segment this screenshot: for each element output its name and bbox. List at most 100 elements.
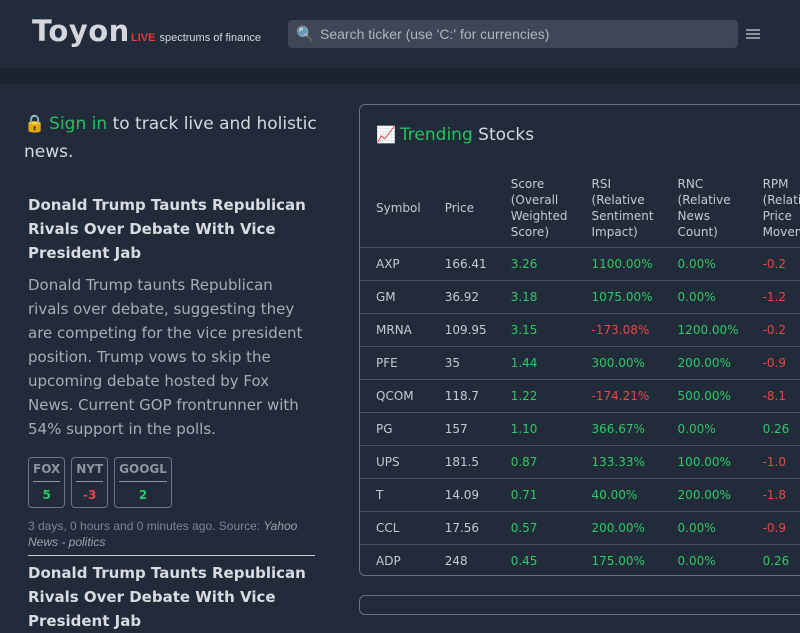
cell-rsi: 1100.00% [575,247,662,281]
cell-rnc: 1200.00% [661,313,747,347]
table-header-row: Symbol Price Score (Overall Weighted Sco… [360,169,800,248]
cell-rpm: -1.8 [746,478,800,512]
cell-score: 1.44 [494,346,576,380]
search-input[interactable] [318,25,722,43]
logo[interactable]: Toyon [32,14,130,48]
cell-rsi: 40.00% [575,478,662,512]
badge-value: 5 [42,488,51,502]
cell-symbol: AXP [360,247,429,281]
cell-price: 248 [428,544,495,575]
tagline: LIVE spectrums of finance [131,32,261,44]
cell-symbol: MRNA [360,313,429,347]
tagline-live: LIVE [131,32,156,44]
cell-rpm: 0.26 [746,544,800,575]
trending-panel: 📈 Trending Stocks Symbol Price Score (Ove… [359,104,800,576]
cell-score: 1.22 [494,379,576,413]
article-time: 3 days, 0 hours and 0 minutes ago. Sourc… [28,519,261,533]
signin-prompt: 🔒 Sign in to track live and holistic news… [24,110,324,166]
title-stocks: Stocks [478,125,535,145]
col-rsi[interactable]: RSI (Relative Sentiment Impact) [575,169,662,248]
cell-symbol: ADP [360,544,429,575]
search-icon: 🔍 [296,25,315,43]
table-row[interactable]: QCOM 118.7 1.22 -174.21% 500.00% -8.1 [360,379,800,413]
table-row[interactable]: AXP 166.41 3.26 1100.00% 0.00% -0.2 [360,247,800,281]
tagline-text: spectrums of finance [159,32,261,44]
cell-score: 0.87 [494,445,576,479]
table-row[interactable]: PFE 35 1.44 300.00% 200.00% -0.9 [360,346,800,380]
cell-rsi: -174.21% [575,379,662,413]
cell-score: 1.10 [494,412,576,446]
col-score[interactable]: Score (Overall Weighted Score) [494,169,576,248]
cell-rpm: -1.0 [746,445,800,479]
table-row[interactable]: T 14.09 0.71 40.00% 200.00% -1.8 [360,478,800,512]
table-row[interactable]: CCL 17.56 0.57 200.00% 0.00% -0.9 [360,511,800,545]
col-rnc[interactable]: RNC (Relative News Count) [661,169,747,248]
cell-symbol: T [360,478,429,512]
col-symbol[interactable]: Symbol [360,169,429,248]
col-price[interactable]: Price [428,169,495,248]
cell-rpm: -1.2 [746,280,800,314]
table-row[interactable]: MRNA 109.95 3.15 -173.08% 1200.00% -0.2 [360,313,800,347]
article-title[interactable]: Donald Trump Taunts Republican Rivals Ov… [28,564,306,630]
cell-rsi: 1075.00% [575,280,662,314]
panel-title: 📈 Trending Stocks [376,125,534,145]
cell-rnc: 200.00% [661,478,747,512]
cell-price: 14.09 [428,478,495,512]
cell-symbol: QCOM [360,379,429,413]
search-bar[interactable]: 🔍 [288,20,738,48]
col-rpm[interactable]: RPM (Relative Price Movement) [746,169,800,248]
cell-price: 181.5 [428,445,495,479]
table-row[interactable]: ADP 248 0.45 175.00% 0.00% 0.26 [360,544,800,575]
cell-rnc: 0.00% [661,544,747,575]
signin-link[interactable]: Sign in [49,114,108,134]
cell-rnc: 200.00% [661,346,747,380]
cell-rpm: -0.9 [746,511,800,545]
cell-symbol: GM [360,280,429,314]
news-article: Donald Trump Taunts Republican Rivals Ov… [28,193,315,550]
menu-icon[interactable] [746,29,760,39]
badge-nyt[interactable]: NYT -3 [71,457,109,508]
cell-rpm: -8.1 [746,379,800,413]
table-row[interactable]: UPS 181.5 0.87 133.33% 100.00% -1.0 [360,445,800,479]
cell-rsi: 300.00% [575,346,662,380]
cell-price: 109.95 [428,313,495,347]
article-title[interactable]: Donald Trump Taunts Republican Rivals Ov… [28,196,306,262]
cell-rnc: 0.00% [661,511,747,545]
cell-price: 157 [428,412,495,446]
cell-score: 0.71 [494,478,576,512]
badge-value: 2 [138,488,148,502]
cell-score: 3.15 [494,313,576,347]
article-source[interactable]: Yahoo News - politics [28,519,298,549]
cell-symbol: PFE [360,346,429,380]
chart-up-icon: 📈 [376,125,396,144]
badge-fox[interactable]: FOX 5 [28,457,66,508]
badge-googl[interactable]: GOOGL 2 [114,457,172,508]
article-meta: 3 days, 0 hours and 0 minutes ago. Sourc… [28,518,315,550]
cell-rnc: 500.00% [661,379,747,413]
sentiment-badges: FOX 5 NYT -3 GOOGL 2 [28,457,315,508]
top-header: Toyon LIVE spectrums of finance 🔍 [0,0,800,68]
table-row[interactable]: PG 157 1.10 366.67% 0.00% 0.26 [360,412,800,446]
table-row[interactable]: GM 36.92 3.18 1075.00% 0.00% -1.2 [360,280,800,314]
cell-rnc: 0.00% [661,280,747,314]
header-band [0,68,800,84]
cell-rnc: 0.00% [661,247,747,281]
cell-rsi: 175.00% [575,544,662,575]
next-panel [359,595,800,615]
badge-value: -3 [83,488,97,502]
cell-score: 3.18 [494,280,576,314]
cell-rpm: -0.2 [746,247,800,281]
cell-rsi: 133.33% [575,445,662,479]
article-divider [28,555,315,556]
title-trending: Trending [399,125,473,145]
badge-source: FOX [33,462,61,482]
cell-price: 118.7 [428,379,495,413]
cell-rnc: 0.00% [661,412,747,446]
signin-text: to track live and holistic news. [24,114,317,162]
cell-symbol: CCL [360,511,429,545]
cell-price: 166.41 [428,247,495,281]
cell-price: 36.92 [428,280,495,314]
cell-rpm: 0.26 [746,412,800,446]
trending-table: Symbol Price Score (Overall Weighted Sco… [360,169,800,575]
cell-price: 35 [428,346,495,380]
